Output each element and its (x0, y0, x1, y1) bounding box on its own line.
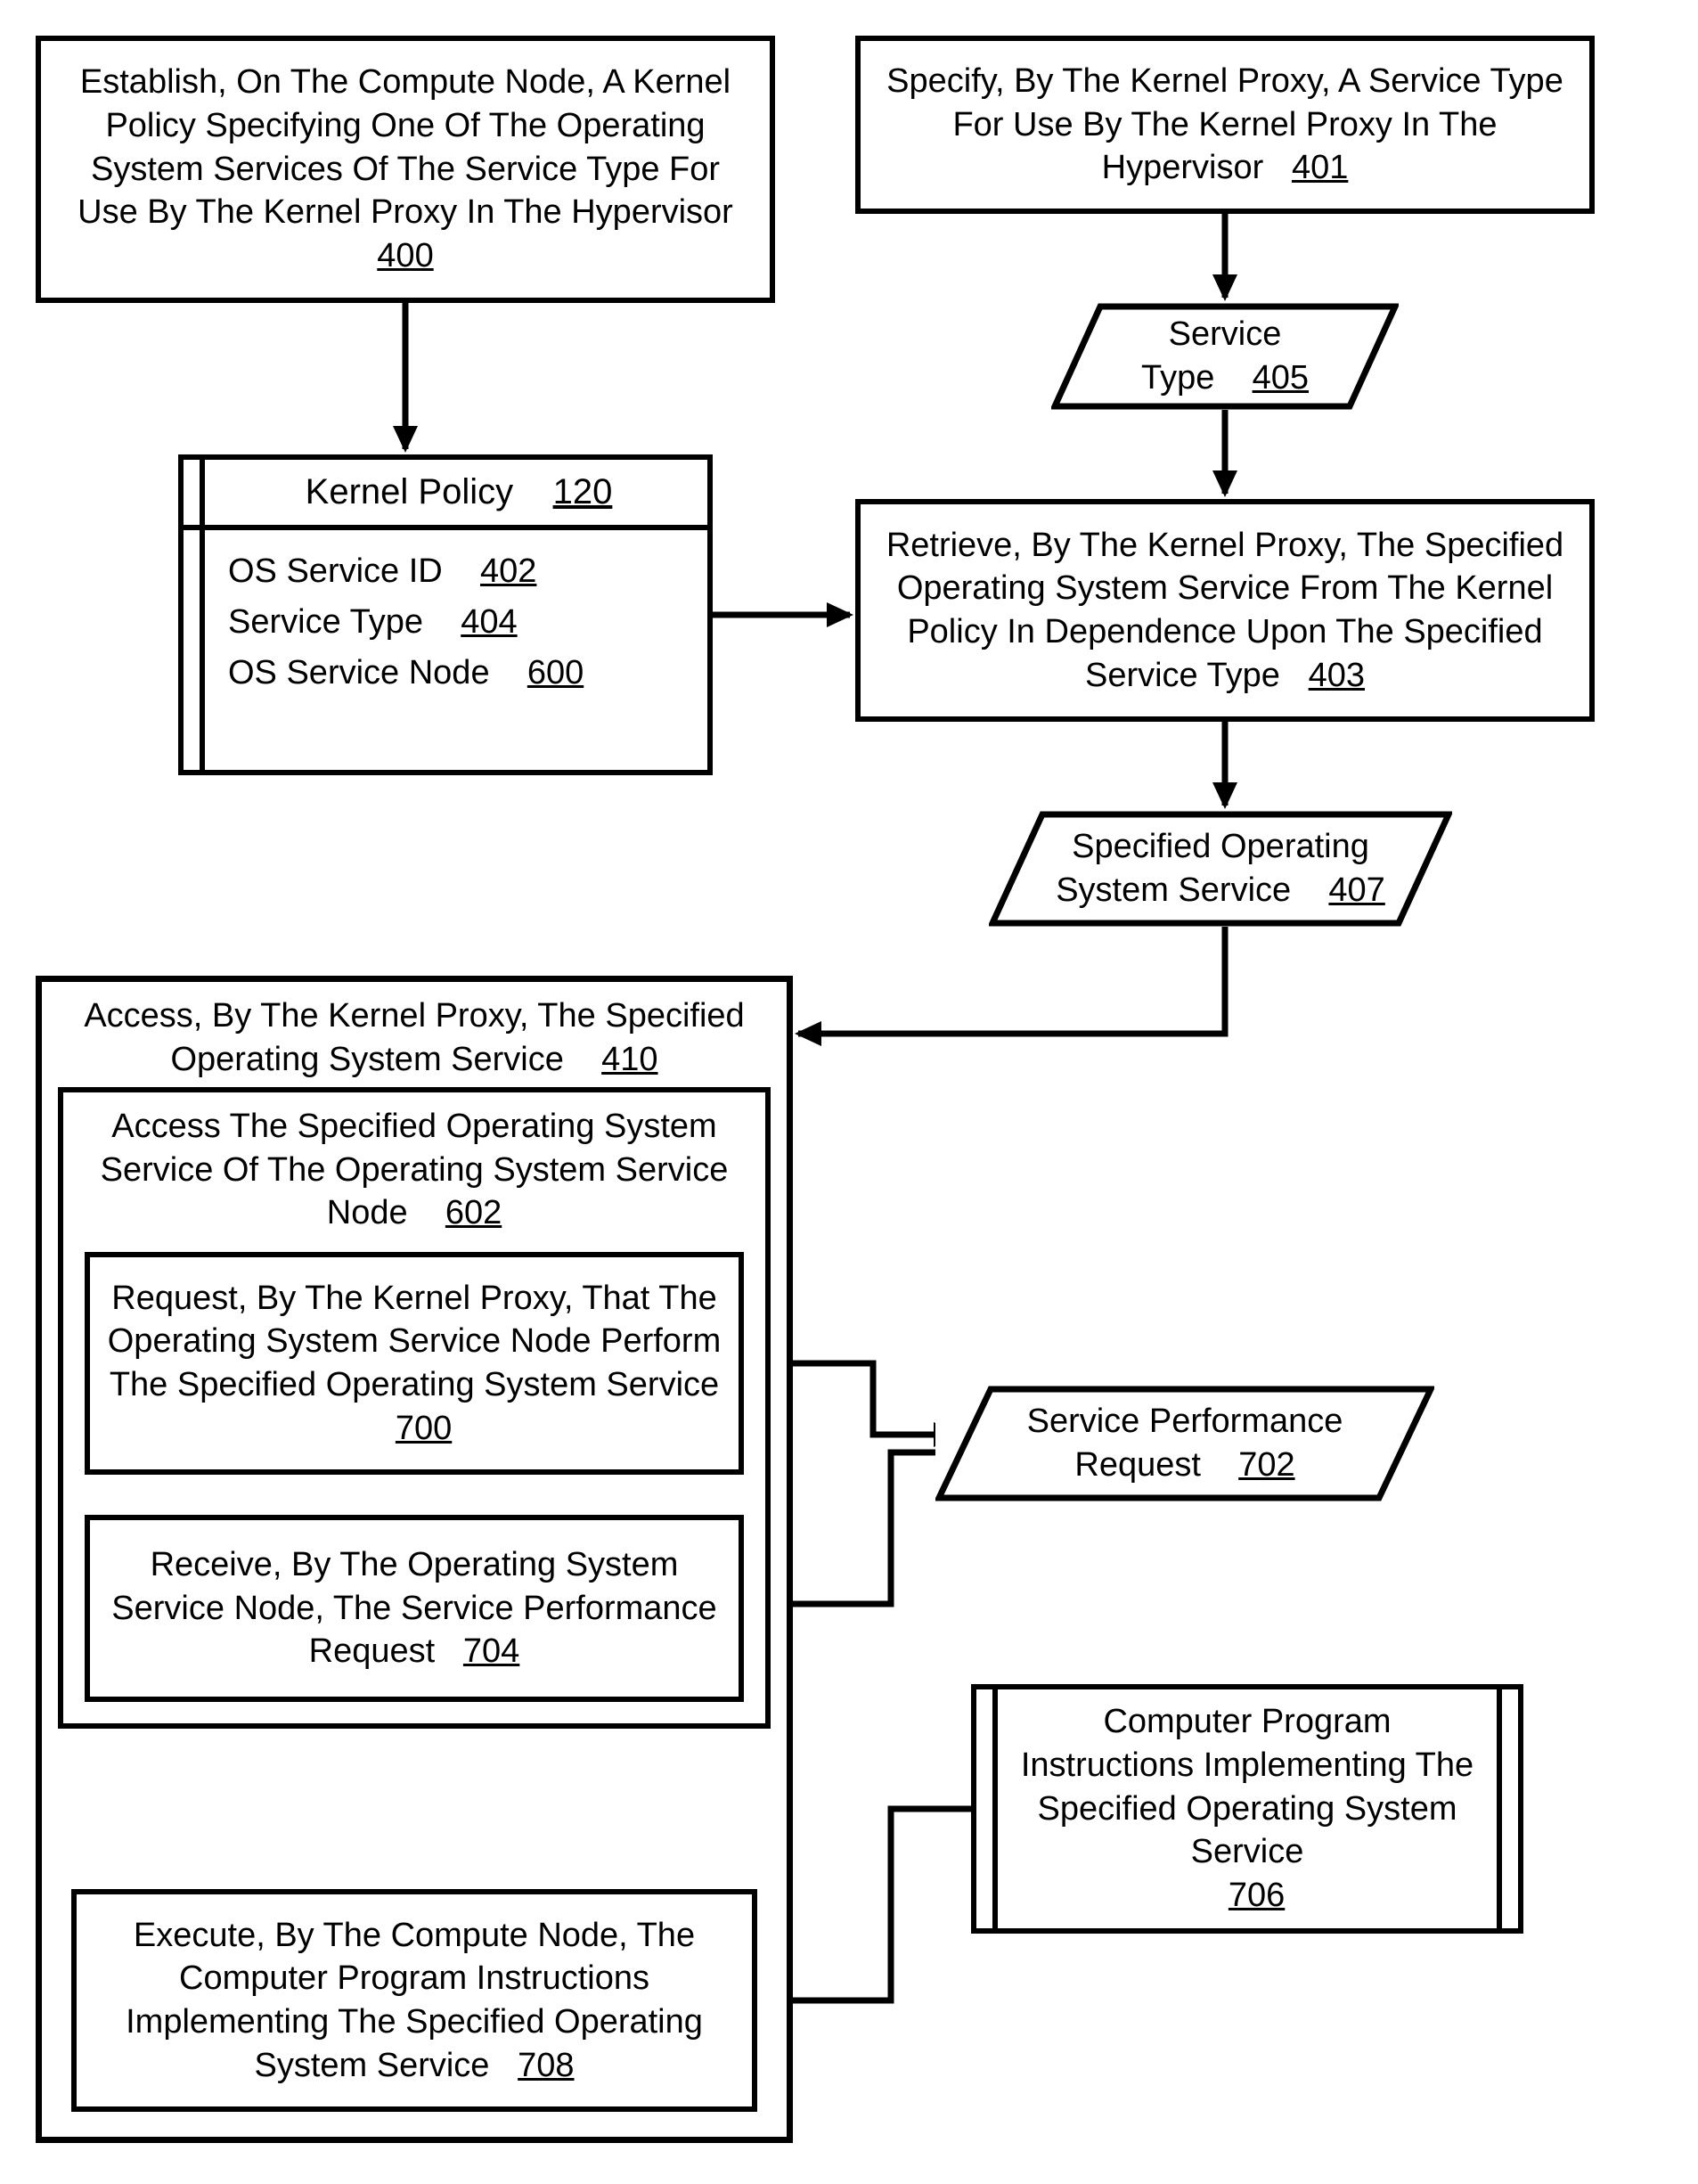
row0-ref: 402 (480, 552, 536, 590)
row2-label: OS Service Node (228, 654, 490, 691)
title-ref: 120 (553, 472, 613, 511)
text: Retrieve, By The Kernel Proxy, The Speci… (886, 527, 1563, 694)
text: Receive, By The Operating System Service… (111, 1546, 716, 1670)
data-kernel-policy: Kernel Policy 120 OS Service ID 402 Serv… (178, 454, 713, 775)
ref: 407 (1328, 871, 1384, 909)
ref: 700 (396, 1410, 452, 1447)
process-request-perform-service: Request, By The Kernel Proxy, That The O… (85, 1252, 744, 1475)
process-execute-instructions: Execute, By The Compute Node, The Comput… (71, 1889, 757, 2112)
ref: 704 (463, 1632, 519, 1670)
line2a: System Service (1056, 871, 1291, 909)
ref: 400 (377, 237, 433, 274)
process-receive-performance-request: Receive, By The Operating System Service… (85, 1515, 744, 1702)
edge-e9 (763, 1809, 971, 2000)
row1-ref: 404 (461, 603, 517, 641)
process-retrieve-os-service: Retrieve, By The Kernel Proxy, The Speci… (855, 499, 1595, 722)
process-specify-service-type: Specify, By The Kernel Proxy, A Service … (855, 36, 1595, 214)
line1: Service (1169, 315, 1282, 353)
data-program-instructions: Computer Program Instructions Implementi… (971, 1684, 1523, 1934)
ref: 401 (1292, 149, 1348, 186)
io-service-type: Service Type 405 (1051, 303, 1399, 410)
title: Kernel Policy (306, 472, 513, 511)
text: Execute, By The Compute Node, The Comput… (126, 1917, 703, 2084)
text: Computer Program Instructions Implementi… (1017, 1700, 1477, 1874)
text: Request, By The Kernel Proxy, That The O… (108, 1280, 722, 1403)
ref: 708 (518, 2047, 574, 2084)
ref: 706 (1229, 1877, 1285, 1914)
io-service-performance-request: Service Performance Request 702 (935, 1386, 1434, 1501)
line1: Service Performance (1027, 1403, 1343, 1440)
ref: 702 (1238, 1446, 1294, 1484)
process-establish-kernel-policy: Establish, On The Compute Node, A Kernel… (36, 36, 775, 303)
text: Specify, By The Kernel Proxy, A Service … (886, 62, 1563, 186)
text: Establish, On The Compute Node, A Kernel… (78, 63, 733, 231)
edge-e6 (798, 927, 1225, 1034)
row0-label: OS Service ID (228, 552, 443, 590)
text: Access The Specified Operating System Se… (101, 1108, 729, 1231)
diagram-canvas: Establish, On The Compute Node, A Kernel… (0, 0, 1698, 2184)
io-specified-os-service: Specified Operating System Service 407 (989, 811, 1452, 927)
ref: 410 (601, 1041, 657, 1078)
row1-label: Service Type (228, 603, 423, 641)
line2a: Type (1141, 359, 1214, 397)
ref: 403 (1309, 657, 1365, 694)
row2-ref: 600 (527, 654, 584, 691)
line2a: Request (1074, 1446, 1201, 1484)
ref: 405 (1253, 359, 1309, 397)
ref: 602 (445, 1194, 502, 1231)
line1: Specified Operating (1072, 828, 1369, 865)
